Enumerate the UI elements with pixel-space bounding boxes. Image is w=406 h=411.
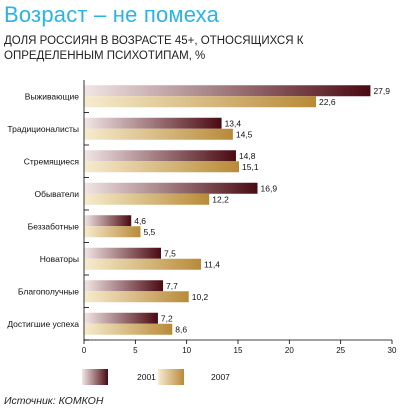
legend-swatch-2001 xyxy=(82,369,108,385)
category-label: Стремящиеся xyxy=(24,156,80,166)
data-label-2001: 13,4 xyxy=(225,118,242,128)
bar-2007 xyxy=(84,226,141,238)
data-label-2001: 7,5 xyxy=(164,248,176,258)
data-label-2007: 22,6 xyxy=(319,97,336,107)
bar-2007 xyxy=(84,258,202,270)
data-label-2007: 8,6 xyxy=(175,324,187,334)
category-label: Выживающие xyxy=(25,91,79,101)
bar-2007 xyxy=(84,161,240,173)
data-label-2007: 14,5 xyxy=(236,129,253,139)
data-label-2001: 14,8 xyxy=(239,151,256,161)
category-label: Новаторы xyxy=(40,254,79,264)
bar-2001 xyxy=(84,247,161,259)
bar-2007 xyxy=(84,291,189,303)
legend-swatch-2007 xyxy=(158,369,184,385)
data-label-2007: 10,2 xyxy=(192,292,209,302)
bar-2001 xyxy=(84,215,132,227)
bar-2007 xyxy=(84,96,317,108)
category-label: Благополучные xyxy=(18,286,79,296)
x-tick-label: 15 xyxy=(234,346,243,355)
source-note: Источник: КОМКОН xyxy=(4,395,104,407)
x-tick-label: 30 xyxy=(388,346,397,355)
x-tick-label: 25 xyxy=(336,346,345,355)
data-label-2001: 27,9 xyxy=(373,86,390,96)
bar-2001 xyxy=(84,280,164,292)
bar-2001 xyxy=(84,150,236,162)
data-label-2001: 7,2 xyxy=(161,313,173,323)
data-label-2001: 4,6 xyxy=(134,216,146,226)
data-label-2007: 11,4 xyxy=(204,259,220,269)
x-tick-label: 20 xyxy=(285,346,294,355)
bar-2007 xyxy=(84,193,210,205)
bar-2001 xyxy=(84,85,371,97)
bar-2001 xyxy=(84,312,158,324)
page-title: Возраст – не помеха xyxy=(4,2,220,27)
legend-label-2007: 2007 xyxy=(211,372,230,382)
bar-2001 xyxy=(84,117,222,129)
data-label-2007: 15,1 xyxy=(242,162,259,172)
category-label: Беззаботные xyxy=(28,221,80,231)
chart-subtitle: ДОЛЯ РОССИЯН В ВОЗРАСТЕ 45+, ОТНОСЯЩИХСЯ… xyxy=(4,35,304,62)
data-label-2007: 12,2 xyxy=(212,194,229,204)
data-label-2001: 7,7 xyxy=(166,281,178,291)
legend-label-2001: 2001 xyxy=(137,372,156,382)
bar-2007 xyxy=(84,323,173,335)
x-tick-label: 0 xyxy=(82,346,87,355)
category-label: Достигшие успеха xyxy=(7,319,79,329)
bar-2007 xyxy=(84,128,233,140)
category-label: Обыватели xyxy=(34,189,79,199)
x-tick-label: 5 xyxy=(133,346,138,355)
category-label: Традиционалисты xyxy=(7,124,79,134)
bar-2001 xyxy=(84,182,258,194)
data-label-2007: 5,5 xyxy=(143,227,155,237)
x-tick-label: 10 xyxy=(182,346,191,355)
data-label-2001: 16,9 xyxy=(261,183,278,193)
